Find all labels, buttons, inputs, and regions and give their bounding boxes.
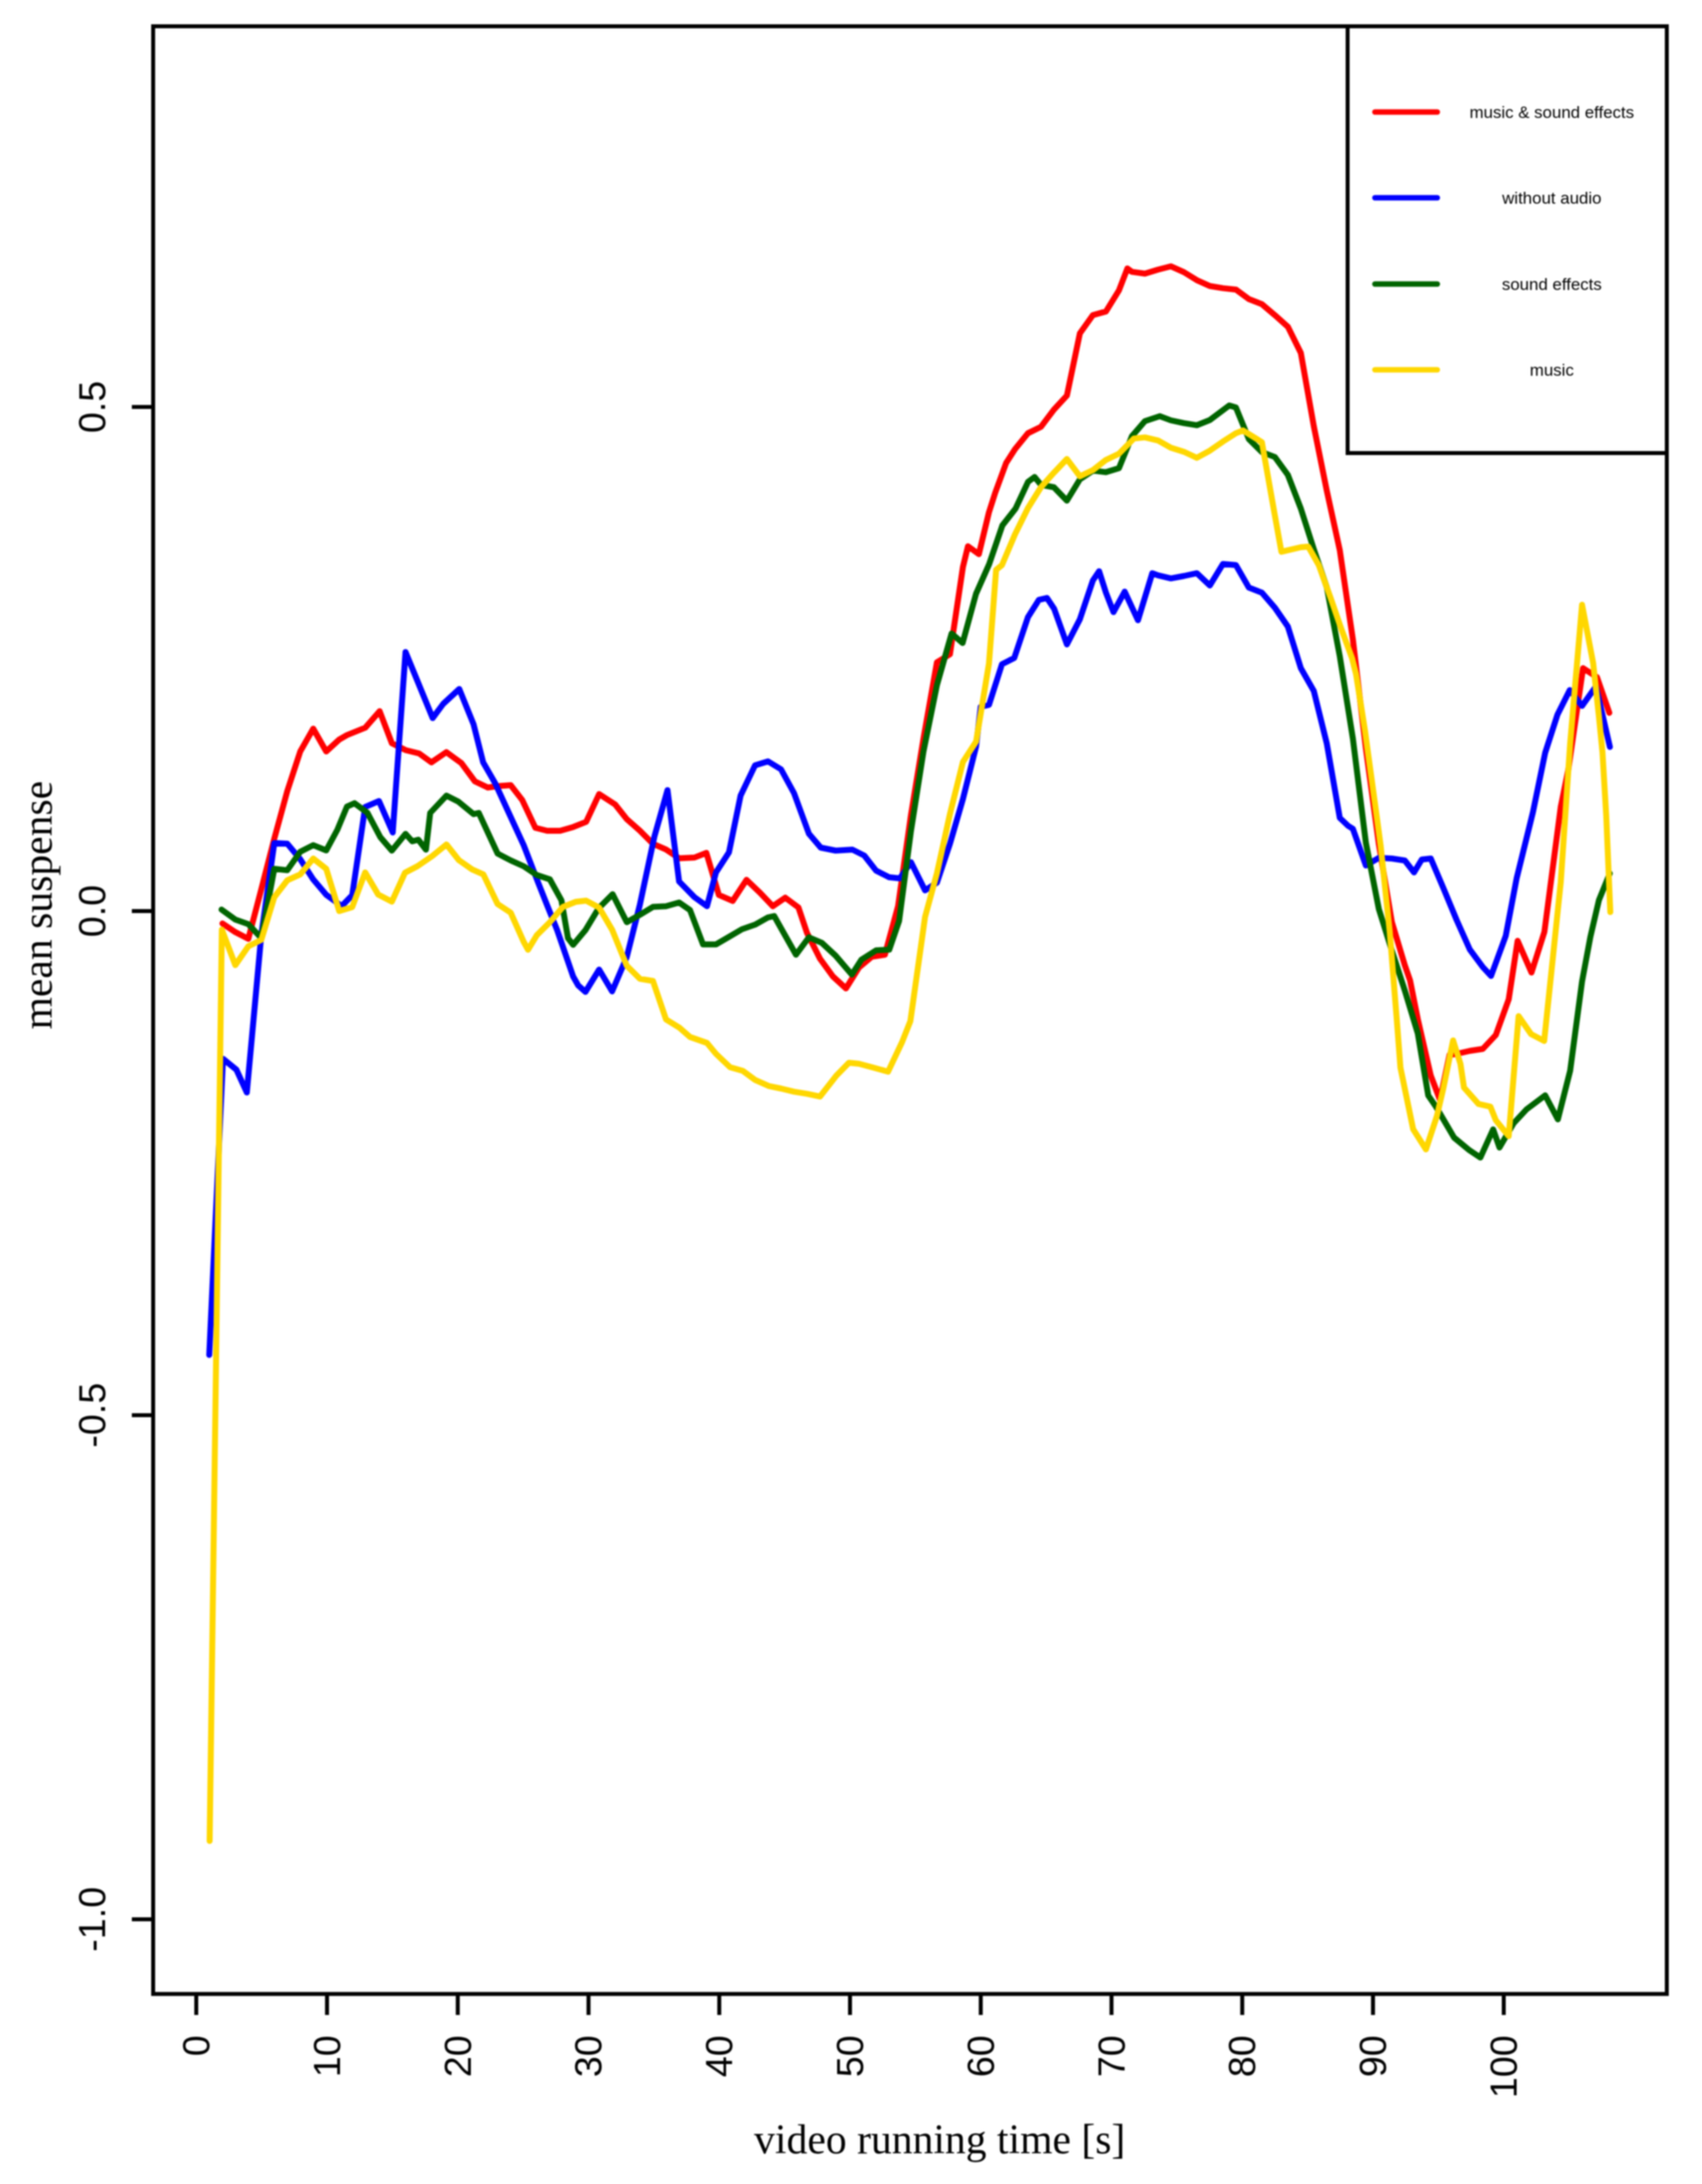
svg-text:20: 20 (438, 2035, 480, 2077)
svg-text:40: 40 (700, 2035, 741, 2077)
svg-text:0: 0 (176, 2035, 218, 2056)
svg-text:sound effects: sound effects (1502, 276, 1602, 294)
svg-text:0.5: 0.5 (72, 381, 114, 433)
svg-text:10: 10 (307, 2035, 349, 2077)
svg-text:without audio: without audio (1501, 189, 1601, 208)
svg-text:music: music (1530, 361, 1574, 380)
svg-text:video running time [s]: video running time [s] (754, 2118, 1125, 2163)
svg-text:90: 90 (1353, 2035, 1395, 2077)
svg-text:30: 30 (569, 2035, 611, 2077)
svg-text:-1.0: -1.0 (72, 1887, 114, 1951)
svg-text:mean suspense: mean suspense (16, 781, 61, 1030)
svg-text:100: 100 (1484, 2035, 1526, 2098)
svg-text:50: 50 (831, 2035, 872, 2077)
svg-text:80: 80 (1222, 2035, 1264, 2077)
svg-text:music & sound effects: music & sound effects (1470, 103, 1635, 122)
svg-text:60: 60 (961, 2035, 1002, 2077)
svg-text:70: 70 (1091, 2035, 1133, 2077)
svg-text:-0.5: -0.5 (72, 1383, 114, 1447)
svg-text:0.0: 0.0 (72, 885, 114, 938)
